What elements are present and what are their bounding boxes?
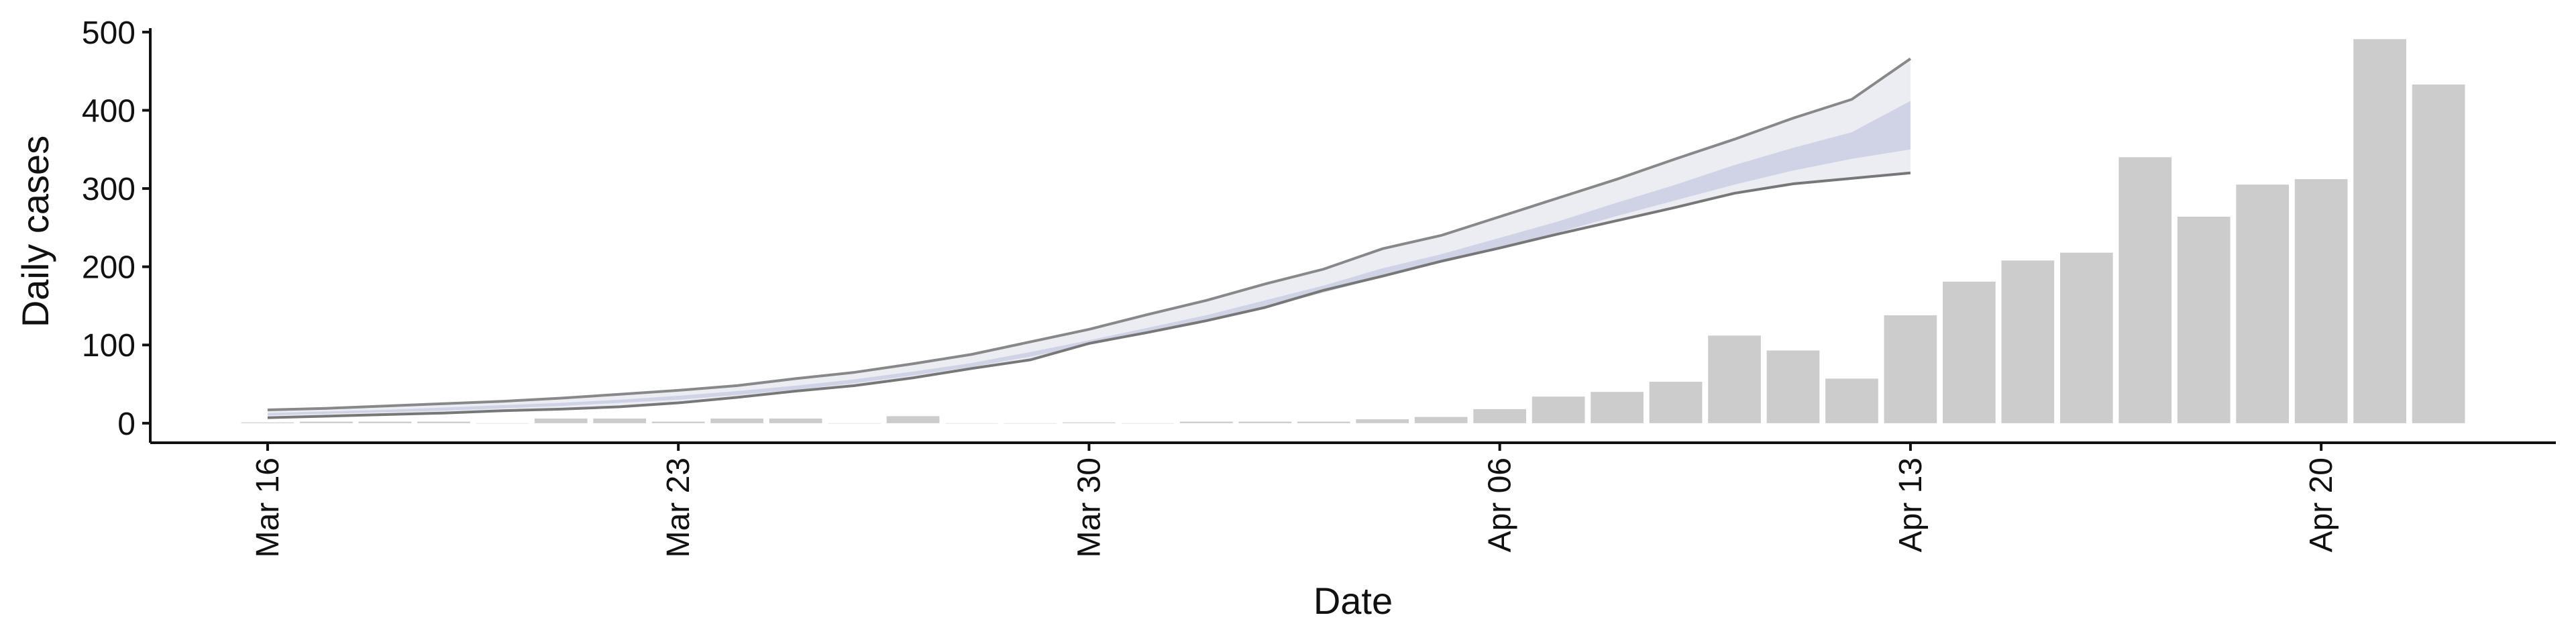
x-tick-label: Mar 16	[250, 458, 286, 557]
bar	[828, 423, 881, 424]
y-tick-label: 100	[82, 328, 136, 364]
bar	[476, 423, 529, 424]
forecast-layer	[267, 57, 1912, 419]
bar	[769, 418, 822, 423]
bar	[710, 418, 763, 423]
forecast-lower-line	[267, 171, 1911, 419]
bar	[945, 423, 998, 424]
bar	[1121, 423, 1175, 424]
bar	[1238, 421, 1292, 423]
bar	[2118, 157, 2172, 423]
forecast-upper-line	[267, 57, 1912, 412]
bar	[2412, 84, 2465, 423]
y-tick-label: 400	[82, 93, 136, 129]
bar	[300, 421, 353, 423]
bar	[1649, 382, 1703, 423]
bar	[534, 418, 588, 423]
bar	[2001, 260, 2055, 423]
bar	[2059, 252, 2113, 423]
bar	[1708, 335, 1761, 423]
x-tick-label: Apr 20	[2304, 458, 2339, 552]
y-ticks: 0 100 200 300 400 500	[82, 15, 150, 442]
x-tick-label: Apr 06	[1483, 458, 1518, 552]
bar	[1414, 417, 1468, 423]
bar	[1591, 392, 1644, 423]
bar	[1943, 281, 1996, 423]
y-tick-label: 500	[82, 15, 136, 51]
bar	[1179, 421, 1233, 423]
bar	[1356, 419, 1409, 423]
bar	[2353, 39, 2406, 423]
x-ticks: Mar 16 Mar 23 Mar 30 Apr 06 Apr 13 Apr 20	[250, 443, 2339, 557]
x-tick-label: Mar 23	[661, 458, 696, 557]
bar	[1004, 423, 1057, 424]
bar	[358, 421, 412, 423]
bar	[1473, 409, 1527, 423]
bar	[1297, 421, 1350, 423]
y-tick-label: 200	[82, 250, 136, 286]
x-tick-label: Apr 13	[1893, 458, 1929, 552]
x-axis-title: Date	[1313, 580, 1393, 622]
axes-layer: 0 100 200 300 400 500 Mar 16 Mar 23 Mar 30 Apr 0…	[82, 15, 2556, 557]
bar	[593, 418, 647, 423]
bars-layer	[241, 39, 2465, 424]
bar	[651, 421, 705, 423]
bar	[1825, 378, 1878, 423]
bar	[1532, 396, 1585, 423]
y-tick-label: 0	[117, 407, 136, 442]
x-tick-label: Mar 30	[1071, 458, 1107, 557]
y-axis-title: Daily cases	[14, 136, 56, 327]
bar	[2236, 184, 2290, 423]
bar	[886, 416, 940, 423]
forecast-outer-band	[267, 58, 1911, 418]
bar	[1766, 350, 1820, 423]
bar	[1884, 315, 1937, 423]
bar	[2177, 217, 2231, 423]
forecast-inner-band	[267, 101, 1911, 416]
bar	[417, 421, 470, 423]
bar	[2294, 179, 2348, 423]
y-tick-label: 300	[82, 172, 136, 207]
